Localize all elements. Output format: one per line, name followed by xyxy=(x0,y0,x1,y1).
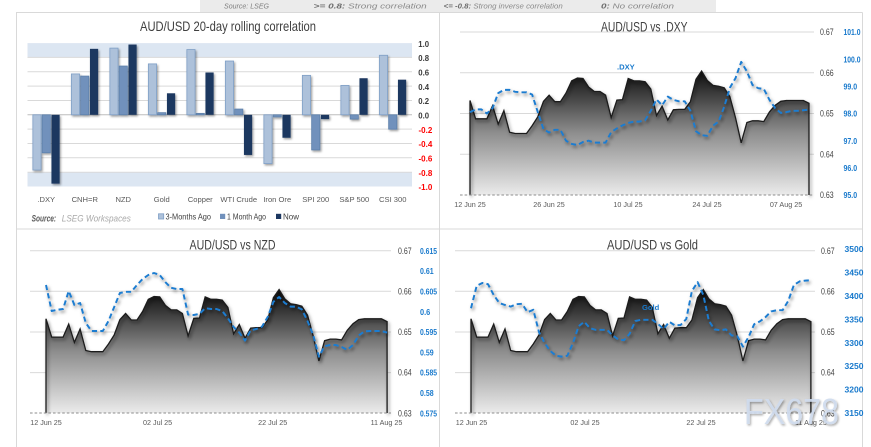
svg-text:0.2: 0.2 xyxy=(418,96,429,106)
svg-text:Gold: Gold xyxy=(154,195,170,204)
svg-text:12 Jun 25: 12 Jun 25 xyxy=(30,418,62,427)
svg-text:100.0: 100.0 xyxy=(844,54,861,64)
svg-text:<= -0.8: Strong inverse correl: <= -0.8: Strong inverse correlation xyxy=(444,2,563,11)
svg-text:0.64: 0.64 xyxy=(398,368,412,378)
svg-text:99.0: 99.0 xyxy=(844,82,858,92)
svg-text:3400: 3400 xyxy=(845,291,864,301)
svg-text:FX678: FX678 xyxy=(744,391,839,432)
svg-text:0.63: 0.63 xyxy=(820,190,834,200)
svg-text:95.0: 95.0 xyxy=(844,190,858,200)
svg-text:10 Jul 25: 10 Jul 25 xyxy=(613,200,642,209)
svg-text:AUD/USD vs .DXY: AUD/USD vs .DXY xyxy=(601,19,688,35)
svg-text:0.67: 0.67 xyxy=(820,27,834,37)
svg-text:0.8: 0.8 xyxy=(418,53,429,63)
svg-text:0.67: 0.67 xyxy=(821,246,835,256)
svg-text:02 Jul 25: 02 Jul 25 xyxy=(570,418,599,427)
svg-text:0.64: 0.64 xyxy=(821,368,835,378)
svg-text:0.66: 0.66 xyxy=(398,287,412,297)
svg-text:0: No correlation: 0: No correlation xyxy=(601,2,674,11)
svg-text:0.61: 0.61 xyxy=(420,266,434,276)
svg-text:NZD: NZD xyxy=(115,195,131,204)
svg-text:Source: LSEG: Source: LSEG xyxy=(224,2,269,11)
svg-text:AUD/USD 20-day rolling correla: AUD/USD 20-day rolling correlation xyxy=(140,18,316,34)
svg-text:1 Month Ago: 1 Month Ago xyxy=(227,213,266,222)
svg-text:WTI Crude: WTI Crude xyxy=(220,195,257,204)
svg-text:96.0: 96.0 xyxy=(844,163,858,173)
svg-text:0.65: 0.65 xyxy=(821,327,835,337)
svg-text:0.0: 0.0 xyxy=(418,111,429,121)
svg-text:3300: 3300 xyxy=(845,338,864,348)
svg-text:0.58: 0.58 xyxy=(420,388,434,398)
svg-text:11 Aug 25: 11 Aug 25 xyxy=(371,418,403,427)
svg-text:.DXY: .DXY xyxy=(617,63,635,72)
svg-text:Gold: Gold xyxy=(642,303,660,312)
svg-text:0.575: 0.575 xyxy=(420,408,437,418)
svg-text:>= 0.8: Strong correlation: >= 0.8: Strong correlation xyxy=(314,2,427,11)
svg-text:24 Jul 25: 24 Jul 25 xyxy=(692,200,721,209)
svg-text:0.59: 0.59 xyxy=(420,347,434,357)
svg-text:CSI 300: CSI 300 xyxy=(379,195,406,204)
svg-text:0.63: 0.63 xyxy=(398,408,412,418)
svg-text:-1.0: -1.0 xyxy=(419,182,433,192)
svg-text:101.0: 101.0 xyxy=(844,27,861,37)
svg-text:26 Jun 25: 26 Jun 25 xyxy=(533,200,565,209)
svg-text:.DXY: .DXY xyxy=(37,195,55,204)
svg-text:22 Jul 25: 22 Jul 25 xyxy=(686,418,715,427)
svg-text:AUD/USD vs NZD: AUD/USD vs NZD xyxy=(190,237,276,253)
svg-text:0.65: 0.65 xyxy=(820,109,834,119)
svg-text:-0.6: -0.6 xyxy=(419,154,433,164)
svg-text:11 Aug 25: 11 Aug 25 xyxy=(795,418,827,427)
svg-text:0.585: 0.585 xyxy=(420,368,437,378)
svg-text:0.605: 0.605 xyxy=(420,287,437,297)
svg-text:-0.2: -0.2 xyxy=(419,125,433,135)
svg-text:S&P 500: S&P 500 xyxy=(339,195,369,204)
svg-text:Source:: Source: xyxy=(32,214,57,224)
svg-text:12 Jun 25: 12 Jun 25 xyxy=(454,200,486,209)
svg-text:0.6: 0.6 xyxy=(420,307,430,317)
svg-text:0.66: 0.66 xyxy=(820,68,834,78)
svg-text:Copper: Copper xyxy=(188,195,213,204)
svg-text:12 Jun 25: 12 Jun 25 xyxy=(456,418,488,427)
svg-text:-0.8: -0.8 xyxy=(419,168,433,178)
svg-text:0.615: 0.615 xyxy=(420,246,437,256)
svg-text:0.63: 0.63 xyxy=(821,408,835,418)
svg-text:AUD/USD vs Gold: AUD/USD vs Gold xyxy=(607,237,698,253)
svg-text:3200: 3200 xyxy=(845,385,864,395)
svg-text:3500: 3500 xyxy=(845,244,864,254)
svg-text:0.66: 0.66 xyxy=(821,287,835,297)
svg-text:0.64: 0.64 xyxy=(820,149,834,159)
svg-text:LSEG Workspaces: LSEG Workspaces xyxy=(62,214,132,224)
svg-text:02 Jul 25: 02 Jul 25 xyxy=(143,418,172,427)
svg-text:3-Months Ago: 3-Months Ago xyxy=(166,213,212,222)
svg-text:Iron Ore: Iron Ore xyxy=(263,195,291,204)
svg-text:CNH=R: CNH=R xyxy=(72,195,99,204)
svg-text:07 Aug 25: 07 Aug 25 xyxy=(770,200,802,209)
svg-text:3350: 3350 xyxy=(845,314,864,324)
svg-text:0.67: 0.67 xyxy=(398,246,412,256)
svg-text:3150: 3150 xyxy=(845,408,864,418)
svg-text:97.0: 97.0 xyxy=(844,136,858,146)
svg-text:0.6: 0.6 xyxy=(418,68,429,78)
svg-text:0.595: 0.595 xyxy=(420,327,437,337)
svg-text:1.0: 1.0 xyxy=(418,39,429,49)
svg-text:-0.4: -0.4 xyxy=(419,139,433,149)
svg-text:3250: 3250 xyxy=(845,361,864,371)
svg-text:Now: Now xyxy=(283,213,299,222)
svg-text:0.4: 0.4 xyxy=(418,82,429,92)
svg-text:98.0: 98.0 xyxy=(844,109,858,119)
svg-text:3450: 3450 xyxy=(845,268,864,278)
svg-text:22 Jul 25: 22 Jul 25 xyxy=(258,418,287,427)
svg-text:SPI 200: SPI 200 xyxy=(302,195,329,204)
svg-text:0.65: 0.65 xyxy=(398,327,412,337)
